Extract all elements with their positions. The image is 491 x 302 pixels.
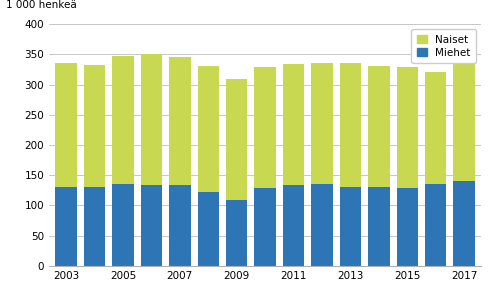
Bar [84, 187, 105, 266]
Bar [340, 63, 361, 187]
Bar [141, 54, 162, 185]
Bar [169, 185, 191, 266]
Bar [254, 67, 276, 188]
Bar [55, 63, 77, 187]
Bar [226, 200, 247, 266]
Bar [283, 64, 304, 185]
Bar [112, 56, 134, 184]
Legend: Naiset, Miehet: Naiset, Miehet [411, 29, 476, 63]
Bar [454, 181, 475, 266]
Bar [226, 79, 247, 200]
Bar [169, 57, 191, 185]
Bar [311, 184, 332, 266]
Bar [425, 72, 446, 184]
Bar [112, 184, 134, 266]
Bar [368, 187, 389, 266]
Bar [454, 57, 475, 181]
Bar [397, 188, 418, 266]
Bar [84, 65, 105, 187]
Bar [254, 188, 276, 266]
Bar [197, 66, 219, 192]
Bar [397, 67, 418, 188]
Bar [55, 187, 77, 266]
Bar [340, 187, 361, 266]
Bar [311, 63, 332, 184]
Bar [425, 184, 446, 266]
Bar [141, 185, 162, 266]
Bar [368, 66, 389, 187]
Bar [197, 192, 219, 266]
Bar [283, 185, 304, 266]
Text: 1 000 henkeä: 1 000 henkeä [6, 0, 77, 10]
